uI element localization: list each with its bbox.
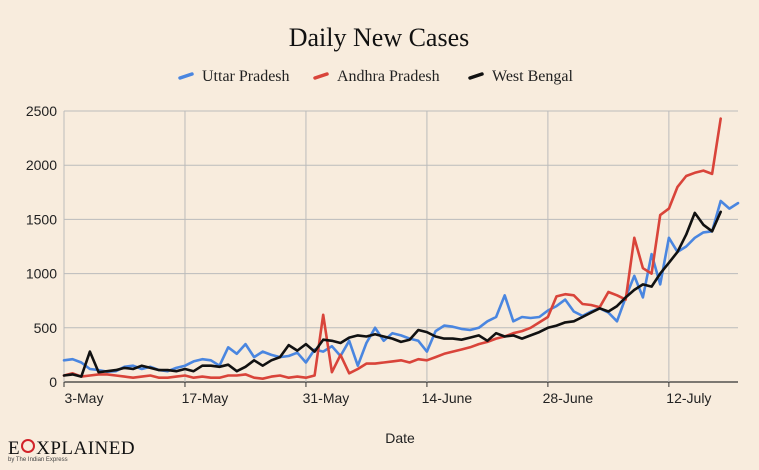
chart-title: Daily New Cases [289,23,470,52]
y-tick-label: 0 [49,374,57,390]
brand-name-start: E [8,438,21,459]
series-line-andhra-pradesh [62,117,723,381]
legend-label: West Bengal [492,68,573,85]
magnifier-icon [21,439,36,453]
chart-legend: Uttar Pradesh Andhra Pradesh West Bengal [178,68,573,85]
y-tick-label: 500 [34,320,58,336]
x-tick-label: 28-June [543,390,594,406]
x-tick-label: 3-May [65,390,104,406]
y-tick-label: 2000 [26,157,57,173]
chart-grid [63,110,738,383]
y-tick-label: 1000 [26,266,57,282]
x-axis: 3-May 17-May 31-May 14-June 28-June 12-July [63,382,711,406]
series-line-uttar-pradesh [62,199,740,374]
legend-label: Andhra Pradesh [337,68,440,85]
brand-name-end: XPLAINED [36,438,136,459]
legend-swatch [468,72,484,80]
x-tick-label: 12-July [666,390,711,406]
brand-tagline: by The Indian Express [8,457,68,463]
explained-logo: E XPLAINED by The Indian Express [8,438,135,463]
legend-swatch [178,72,194,80]
y-tick-label: 2500 [26,103,57,119]
series-line-west-bengal [62,210,723,378]
y-tick-label: 1500 [26,211,57,227]
x-tick-label: 14-June [422,390,473,406]
chart-series [62,117,740,381]
y-axis: 0 500 1000 1500 2000 2500 [26,103,57,390]
x-tick-label: 31-May [303,390,350,406]
x-tick-label: 17-May [182,390,229,406]
legend-swatch [313,72,329,80]
legend-label: Uttar Pradesh [202,68,290,85]
x-axis-title: Date [385,430,415,446]
